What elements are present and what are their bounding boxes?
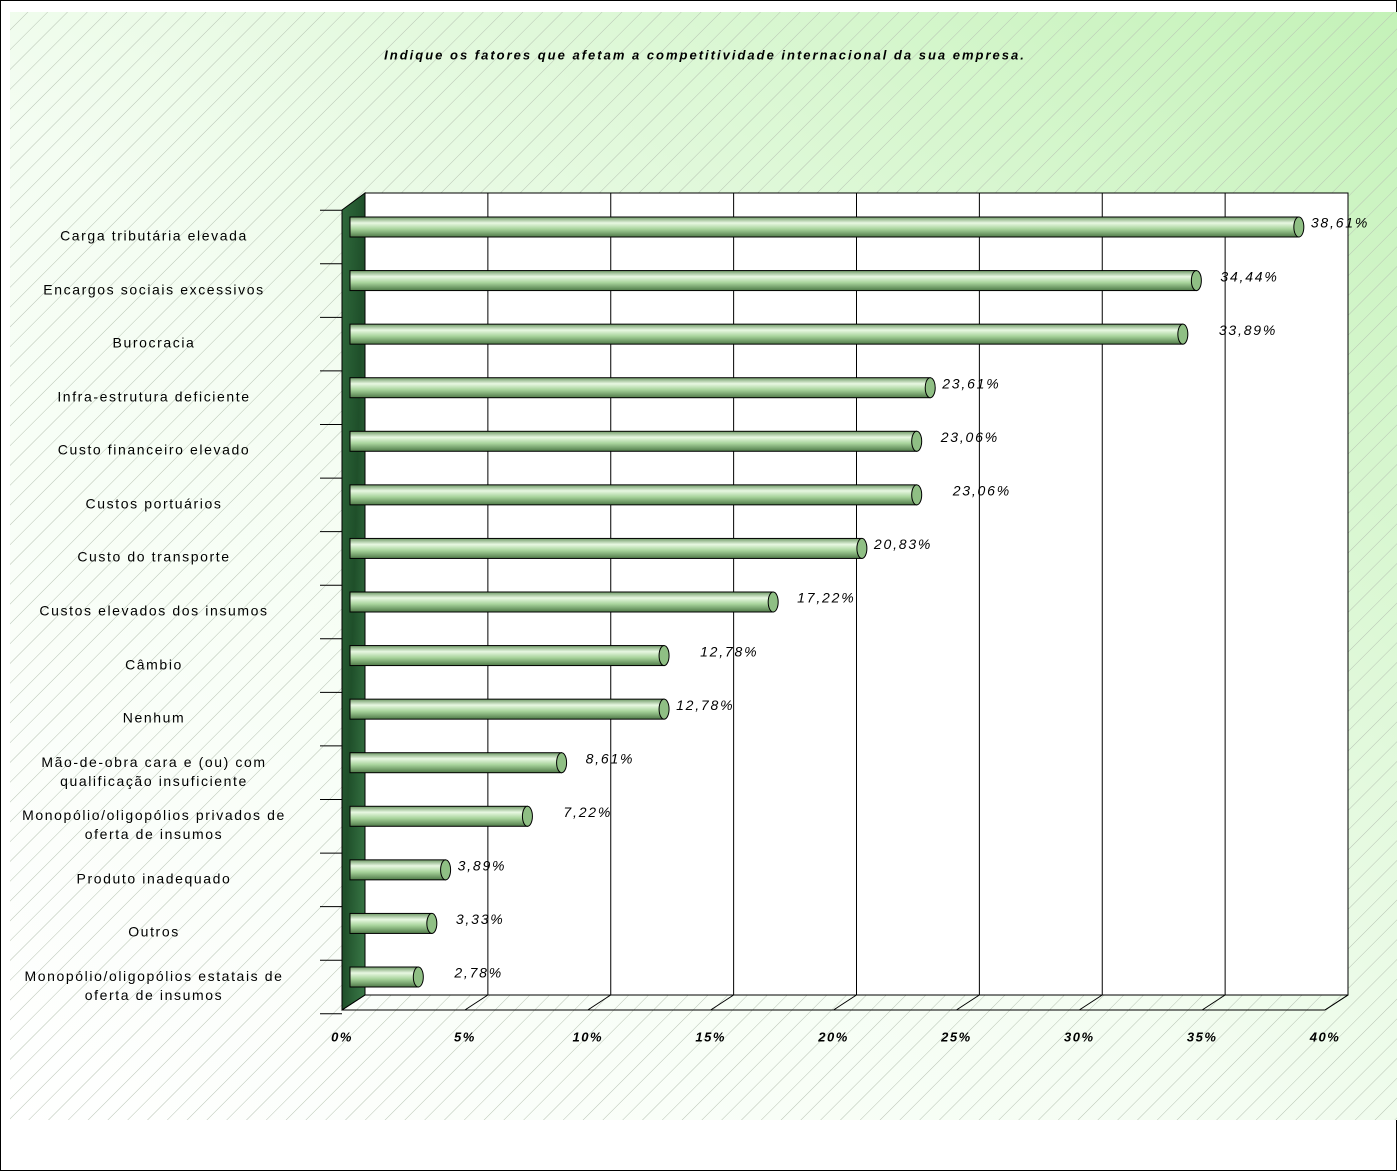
value-label: 20,83% <box>873 536 932 552</box>
x-tick-label: 5% <box>454 1029 476 1044</box>
bar <box>349 966 419 988</box>
value-label: 12,78% <box>676 697 734 713</box>
bar <box>349 270 1197 292</box>
value-label: 38,61% <box>1311 215 1369 231</box>
category-label: Burocracia <box>112 334 196 351</box>
floor-grid-line <box>710 994 734 1011</box>
value-label: 33,89% <box>1219 322 1277 338</box>
value-label: 3,33% <box>456 911 505 927</box>
category-label: Custos elevados dos insumos <box>39 602 269 619</box>
category-label: Outros <box>128 923 180 940</box>
bar <box>349 323 1184 345</box>
x-tick-label: 35% <box>1187 1029 1218 1044</box>
value-label: 23,61% <box>941 375 1000 391</box>
bar-cap <box>426 912 438 934</box>
bar-cap <box>1293 216 1305 238</box>
bar <box>349 698 665 720</box>
bar <box>349 430 918 452</box>
value-label: 2,78% <box>453 965 503 981</box>
x-tick-label: 30% <box>1064 1029 1095 1044</box>
floor-grid-line <box>1078 994 1103 1011</box>
bar-cap <box>911 484 923 506</box>
category-label: Câmbio <box>125 656 183 673</box>
floor-grid-line <box>1201 994 1226 1011</box>
category-label: Produto inadequado <box>76 870 232 887</box>
floor-grid-line <box>341 994 366 1011</box>
bar-cap <box>767 591 779 613</box>
value-label: 23,06% <box>940 429 999 445</box>
bar-cap <box>412 966 424 988</box>
floor-grid-line <box>464 994 489 1011</box>
floor-grid-line <box>833 994 857 1011</box>
category-label: Monopólio/oligopólios estatais de oferta… <box>24 968 284 1003</box>
bar <box>349 805 528 827</box>
value-label: 17,22% <box>797 590 855 606</box>
category-label: Monopólio/oligopólios privados de oferta… <box>22 807 286 843</box>
value-label: 3,89% <box>458 858 507 874</box>
floor-grid-line <box>1324 994 1349 1011</box>
category-label: Carga tributária elevada <box>60 227 248 244</box>
bar-cap <box>556 752 568 774</box>
chart-title: Indique os fatores que afetam a competit… <box>384 47 1026 62</box>
x-tick-label: 40% <box>1309 1029 1341 1044</box>
x-tick-label: 10% <box>572 1029 603 1044</box>
bar <box>349 484 918 506</box>
bar <box>349 216 1300 238</box>
x-tick-label: 15% <box>695 1029 726 1044</box>
x-tick-label: 25% <box>940 1029 972 1044</box>
bar-cap <box>521 805 533 827</box>
value-label: 23,06% <box>952 483 1011 499</box>
bar <box>349 912 433 934</box>
bar <box>349 537 863 559</box>
bar-cap <box>924 377 936 399</box>
bar <box>349 859 447 881</box>
bar <box>349 752 563 774</box>
bar-cap <box>658 698 670 720</box>
bar-cap <box>440 859 452 881</box>
bar-cap <box>856 537 868 559</box>
x-tick-label: 0% <box>331 1029 353 1044</box>
bar <box>349 645 665 667</box>
category-label: Mão-de-obra cara e (ou) com qualificação… <box>41 753 267 789</box>
bar-cap <box>1190 270 1202 292</box>
value-label: 12,78% <box>700 643 758 659</box>
category-label: Custos portuários <box>85 495 223 512</box>
value-label: 7,22% <box>563 804 612 820</box>
value-label: 8,61% <box>586 750 635 766</box>
category-label: Nenhum <box>122 709 186 726</box>
category-label: Encargos sociais excessivos <box>43 281 265 298</box>
category-label: Custo do transporte <box>77 548 231 565</box>
bar-cap <box>1177 323 1189 345</box>
floor-grid-line <box>956 994 980 1011</box>
bar-cap <box>658 645 670 667</box>
bar <box>349 591 774 613</box>
category-label: Infra-estrutura deficiente <box>57 388 251 405</box>
bar <box>349 377 931 399</box>
value-label: 34,44% <box>1220 268 1278 284</box>
category-label: Custo financeiro elevado <box>57 441 251 458</box>
x-tick-label: 20% <box>817 1029 849 1044</box>
bar-cap <box>911 430 923 452</box>
floor-grid-line <box>587 994 612 1011</box>
